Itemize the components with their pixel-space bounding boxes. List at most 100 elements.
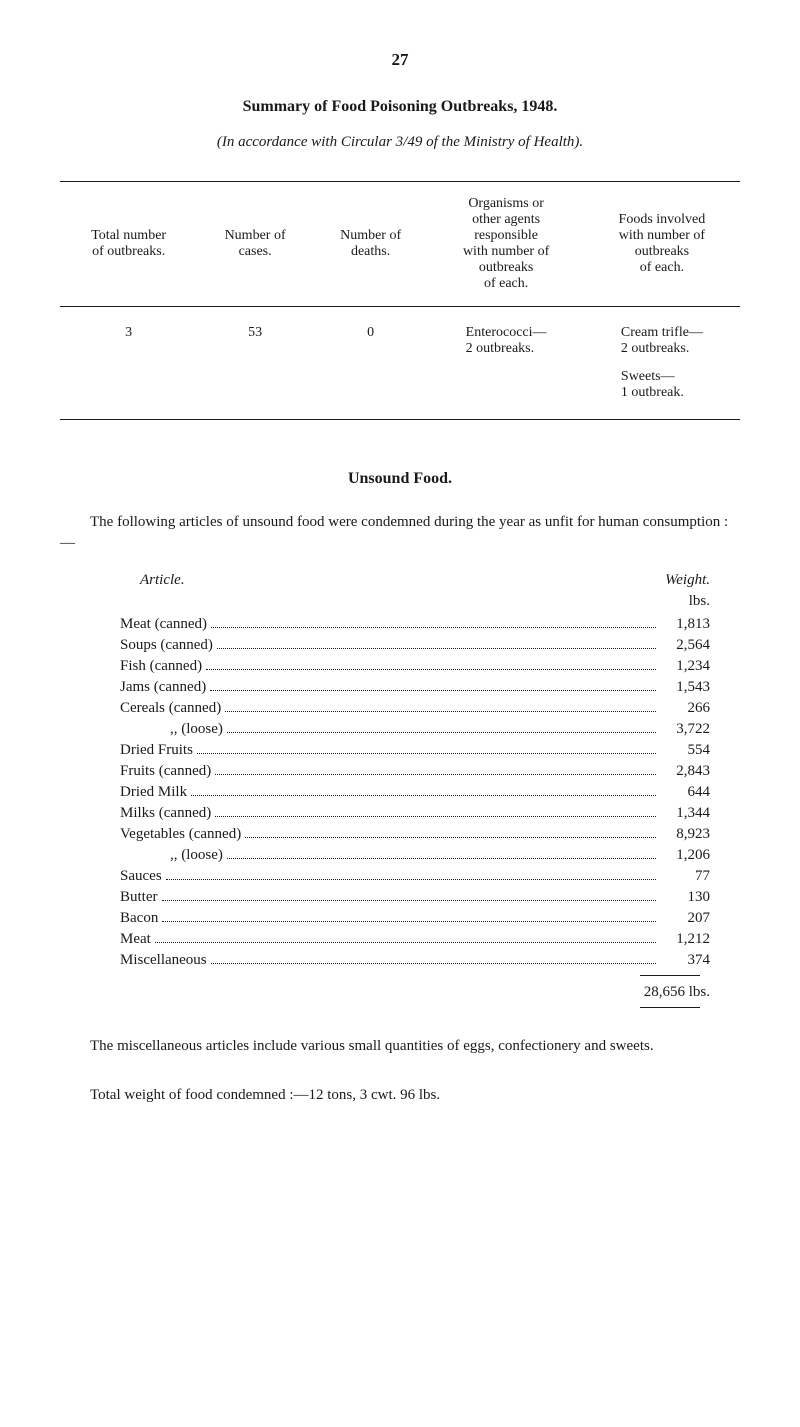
item-value: 374	[660, 952, 710, 969]
header-organisms: Organisms orother agentsresponsiblewith …	[428, 182, 583, 307]
list-item: Cereals (canned) 266	[60, 698, 740, 719]
item-label: ,, (loose)	[170, 721, 223, 738]
lbs-label: lbs.	[60, 593, 740, 610]
foods-line4: 1 outbreak.	[621, 385, 703, 401]
item-value: 644	[660, 784, 710, 801]
dots-leader	[206, 669, 656, 670]
list-item: Miscellaneous 374	[60, 950, 740, 971]
poison-table: Total numberof outbreaks. Number ofcases…	[60, 181, 740, 420]
cell-total-outbreaks: 3	[60, 307, 197, 420]
item-value: 1,206	[660, 847, 710, 864]
item-label: Bacon	[120, 910, 158, 927]
list-item: Fish (canned) 1,234	[60, 656, 740, 677]
dots-leader	[166, 879, 656, 880]
unsound-intro: The following articles of unsound food w…	[60, 512, 740, 554]
item-label: Meat (canned)	[120, 616, 207, 633]
page-number: 27	[60, 50, 740, 70]
organisms-line2: 2 outbreaks.	[466, 341, 547, 357]
col-article: Article.	[140, 572, 185, 589]
cell-deaths: 0	[313, 307, 429, 420]
item-label: Soups (canned)	[120, 637, 213, 654]
unsound-header-row: Article. Weight.	[60, 572, 740, 589]
organisms-line1: Enterococci—	[466, 325, 547, 341]
dots-leader	[211, 627, 656, 628]
cell-foods: Cream trifle— 2 outbreaks. Sweets— 1 out…	[584, 307, 740, 420]
item-value: 77	[660, 868, 710, 885]
item-label: Dried Milk	[120, 784, 187, 801]
dots-leader	[245, 837, 656, 838]
subtitle: (In accordance with Circular 3/49 of the…	[60, 134, 740, 151]
table-data-row: 3 53 0 Enterococci— 2 outbreaks. Cream t…	[60, 307, 740, 420]
foods-line1: Cream trifle—	[621, 325, 703, 341]
header-deaths: Number ofdeaths.	[313, 182, 429, 307]
item-label: Fish (canned)	[120, 658, 202, 675]
item-label: Vegetables (canned)	[120, 826, 241, 843]
foods-line3: Sweets—	[621, 369, 703, 385]
item-value: 1,813	[660, 616, 710, 633]
closing-para-2: Total weight of food condemned :—12 tons…	[60, 1085, 740, 1106]
list-item: ,, (loose) 3,722	[60, 719, 740, 740]
dots-leader	[215, 816, 656, 817]
cell-organisms: Enterococci— 2 outbreaks.	[428, 307, 583, 420]
item-value: 8,923	[660, 826, 710, 843]
dots-leader	[162, 900, 657, 901]
header-cases: Number ofcases.	[197, 182, 313, 307]
dots-leader	[227, 732, 656, 733]
list-item: Meat 1,212	[60, 929, 740, 950]
item-value: 1,543	[660, 679, 710, 696]
item-value: 2,843	[660, 763, 710, 780]
col-weight: Weight.	[665, 572, 710, 589]
list-item: Milks (canned) 1,344	[60, 803, 740, 824]
list-item: Jams (canned) 1,543	[60, 677, 740, 698]
list-item: Sauces 77	[60, 866, 740, 887]
dots-leader	[162, 921, 656, 922]
unsound-items-list: Meat (canned) 1,813 Soups (canned) 2,564 Fis…	[60, 614, 740, 971]
header-total-outbreaks: Total numberof outbreaks.	[60, 182, 197, 307]
list-item: Dried Fruits 554	[60, 740, 740, 761]
item-value: 266	[660, 700, 710, 717]
dots-leader	[155, 942, 656, 943]
cell-cases: 53	[197, 307, 313, 420]
total-row: 28,656 lbs.	[60, 984, 740, 1001]
item-value: 1,234	[660, 658, 710, 675]
closing-para-1: The miscellaneous articles include vario…	[60, 1036, 740, 1057]
list-item: ,, (loose) 1,206	[60, 845, 740, 866]
item-value: 554	[660, 742, 710, 759]
list-item: Fruits (canned) 2,843	[60, 761, 740, 782]
total-value: 28,656 lbs.	[644, 984, 710, 1001]
dots-leader	[197, 753, 656, 754]
total-rule-bottom	[640, 1007, 700, 1008]
item-value: 1,344	[660, 805, 710, 822]
dots-leader	[227, 858, 656, 859]
item-value: 1,212	[660, 931, 710, 948]
dots-leader	[215, 774, 656, 775]
item-label: Jams (canned)	[120, 679, 206, 696]
dots-leader	[210, 690, 656, 691]
dots-leader	[217, 648, 656, 649]
header-foods: Foods involvedwith number ofoutbreaksof …	[584, 182, 740, 307]
dots-leader	[211, 963, 656, 964]
dots-leader	[191, 795, 656, 796]
list-item: Dried Milk 644	[60, 782, 740, 803]
foods-line2: 2 outbreaks.	[621, 341, 703, 357]
item-label: Dried Fruits	[120, 742, 193, 759]
table-header-row: Total numberof outbreaks. Number ofcases…	[60, 182, 740, 307]
list-item: Vegetables (canned) 8,923	[60, 824, 740, 845]
item-value: 3,722	[660, 721, 710, 738]
list-item: Butter 130	[60, 887, 740, 908]
item-label: ,, (loose)	[170, 847, 223, 864]
item-label: Meat	[120, 931, 151, 948]
list-item: Bacon 207	[60, 908, 740, 929]
item-label: Miscellaneous	[120, 952, 207, 969]
item-value: 2,564	[660, 637, 710, 654]
item-label: Fruits (canned)	[120, 763, 211, 780]
list-item: Soups (canned) 2,564	[60, 635, 740, 656]
total-rule-top	[640, 975, 700, 976]
item-label: Milks (canned)	[120, 805, 211, 822]
dots-leader	[225, 711, 656, 712]
item-value: 207	[660, 910, 710, 927]
item-value: 130	[660, 889, 710, 906]
item-label: Butter	[120, 889, 158, 906]
item-label: Sauces	[120, 868, 162, 885]
item-label: Cereals (canned)	[120, 700, 221, 717]
